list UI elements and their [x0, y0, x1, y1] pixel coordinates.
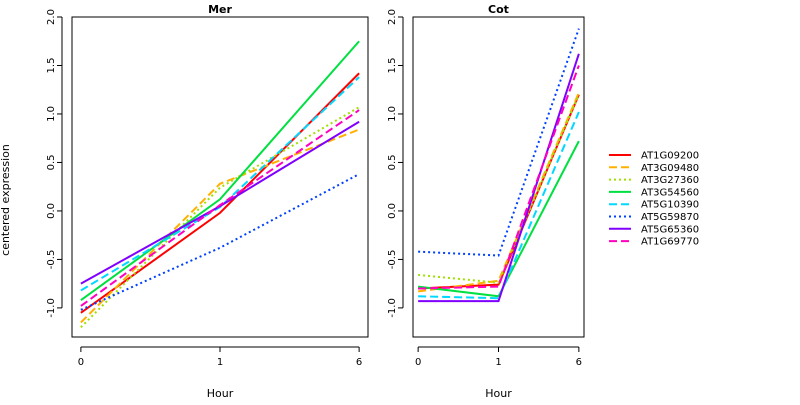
series-line-at3g09480-cot	[418, 93, 579, 292]
y-tick-label: -0.5	[46, 250, 57, 270]
plot-frame-mer	[72, 17, 368, 337]
legend-label: AT5G10390	[641, 200, 699, 211]
series-line-at3g27360-mer	[81, 107, 359, 327]
legend-label: AT5G59870	[641, 212, 699, 223]
y-tick-label: -0.5	[387, 250, 398, 270]
chart-canvas: centered expression Mer -1.0 -0.5 0.0 0.5 1.0…	[0, 0, 800, 400]
chart-figure: centered expression Mer -1.0 -0.5 0.0 0.5 1.0…	[0, 0, 800, 400]
legend-label: AT3G27360	[641, 175, 699, 186]
series-line-at3g54560-cot	[418, 141, 579, 296]
panel-title-mer: Mer	[208, 3, 232, 16]
y-tick-label: 0.5	[387, 155, 398, 171]
series-line-at5g59870-cot	[418, 29, 579, 256]
x-tick-label: 0	[415, 357, 421, 368]
y-tick-label: 2.0	[46, 9, 57, 25]
series-line-at3g09480-mer	[81, 129, 359, 322]
y-tick-label: 1.5	[46, 58, 57, 74]
series-line-at5g10390-cot	[418, 112, 579, 298]
y-tick-label: 2.0	[387, 9, 398, 25]
legend-label: AT1G09200	[641, 151, 699, 162]
legend-label: AT5G65360	[641, 224, 699, 235]
y-tick-label: 0.5	[46, 155, 57, 171]
legend-label: AT1G69770	[641, 237, 699, 248]
y-tick-label: 1.0	[387, 106, 398, 122]
x-tick-label: 1	[217, 357, 223, 368]
y-tick-label: 0.0	[387, 203, 398, 219]
y-tick-label: 1.5	[387, 58, 398, 74]
series-line-at1g09200-cot	[418, 95, 579, 289]
panel-title-cot: Cot	[488, 3, 509, 16]
y-tick-label: 0.0	[46, 203, 57, 219]
x-tick-label: 0	[78, 357, 84, 368]
x-tick-label: 6	[576, 357, 582, 368]
x-axis-label: Hour	[207, 387, 234, 400]
series-line-at5g65360-cot	[418, 54, 579, 301]
legend-label: AT3G54560	[641, 187, 699, 198]
y-axis-label: centered expression	[0, 144, 12, 256]
y-tick-label: -1.0	[46, 298, 57, 318]
x-tick-label: 1	[495, 357, 501, 368]
series-line-at5g65360-mer	[81, 122, 359, 284]
x-axis-label: Hour	[485, 387, 512, 400]
legend-label: AT3G09480	[641, 163, 699, 174]
y-tick-label: 1.0	[46, 106, 57, 122]
y-tick-label: -1.0	[387, 298, 398, 318]
x-tick-label: 6	[356, 357, 362, 368]
series-line-at5g59870-mer	[81, 174, 359, 310]
